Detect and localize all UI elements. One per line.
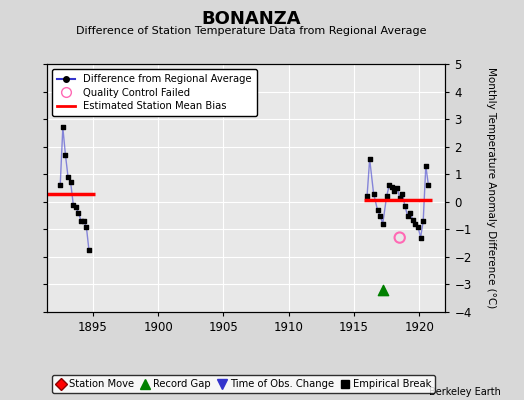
Point <box>385 182 394 188</box>
Legend: Station Move, Record Gap, Time of Obs. Change, Empirical Break: Station Move, Record Gap, Time of Obs. C… <box>52 375 435 393</box>
Point <box>56 182 64 188</box>
Point <box>363 193 371 200</box>
Point <box>82 223 91 230</box>
Point <box>398 190 407 197</box>
Point <box>74 210 83 216</box>
Point <box>369 190 378 197</box>
Point <box>419 218 428 224</box>
Point <box>373 207 381 213</box>
Point <box>401 203 409 209</box>
Point <box>422 163 430 169</box>
Point <box>414 223 422 230</box>
Point <box>72 204 80 210</box>
Point <box>393 185 401 191</box>
Point <box>417 234 425 241</box>
Legend: Difference from Regional Average, Quality Control Failed, Estimated Station Mean: Difference from Regional Average, Qualit… <box>52 69 257 116</box>
Point <box>403 212 412 219</box>
Point <box>376 212 384 219</box>
Point <box>396 234 404 241</box>
Y-axis label: Monthly Temperature Anomaly Difference (°C): Monthly Temperature Anomaly Difference (… <box>486 67 496 309</box>
Point <box>424 182 433 188</box>
Point <box>67 179 75 186</box>
Point <box>85 247 93 253</box>
Point <box>406 210 414 216</box>
Point <box>411 221 420 227</box>
Point <box>396 194 404 201</box>
Point <box>390 188 399 194</box>
Point <box>378 287 387 293</box>
Point <box>365 156 374 162</box>
Text: Berkeley Earth: Berkeley Earth <box>429 387 500 397</box>
Point <box>69 201 78 208</box>
Point <box>64 174 72 180</box>
Point <box>378 221 387 227</box>
Point <box>59 124 67 130</box>
Point <box>61 152 70 158</box>
Point <box>388 184 396 190</box>
Point <box>80 218 88 224</box>
Point <box>409 216 417 223</box>
Point <box>383 193 391 200</box>
Point <box>77 218 85 224</box>
Text: Difference of Station Temperature Data from Regional Average: Difference of Station Temperature Data f… <box>77 26 427 36</box>
Text: BONANZA: BONANZA <box>202 10 301 28</box>
